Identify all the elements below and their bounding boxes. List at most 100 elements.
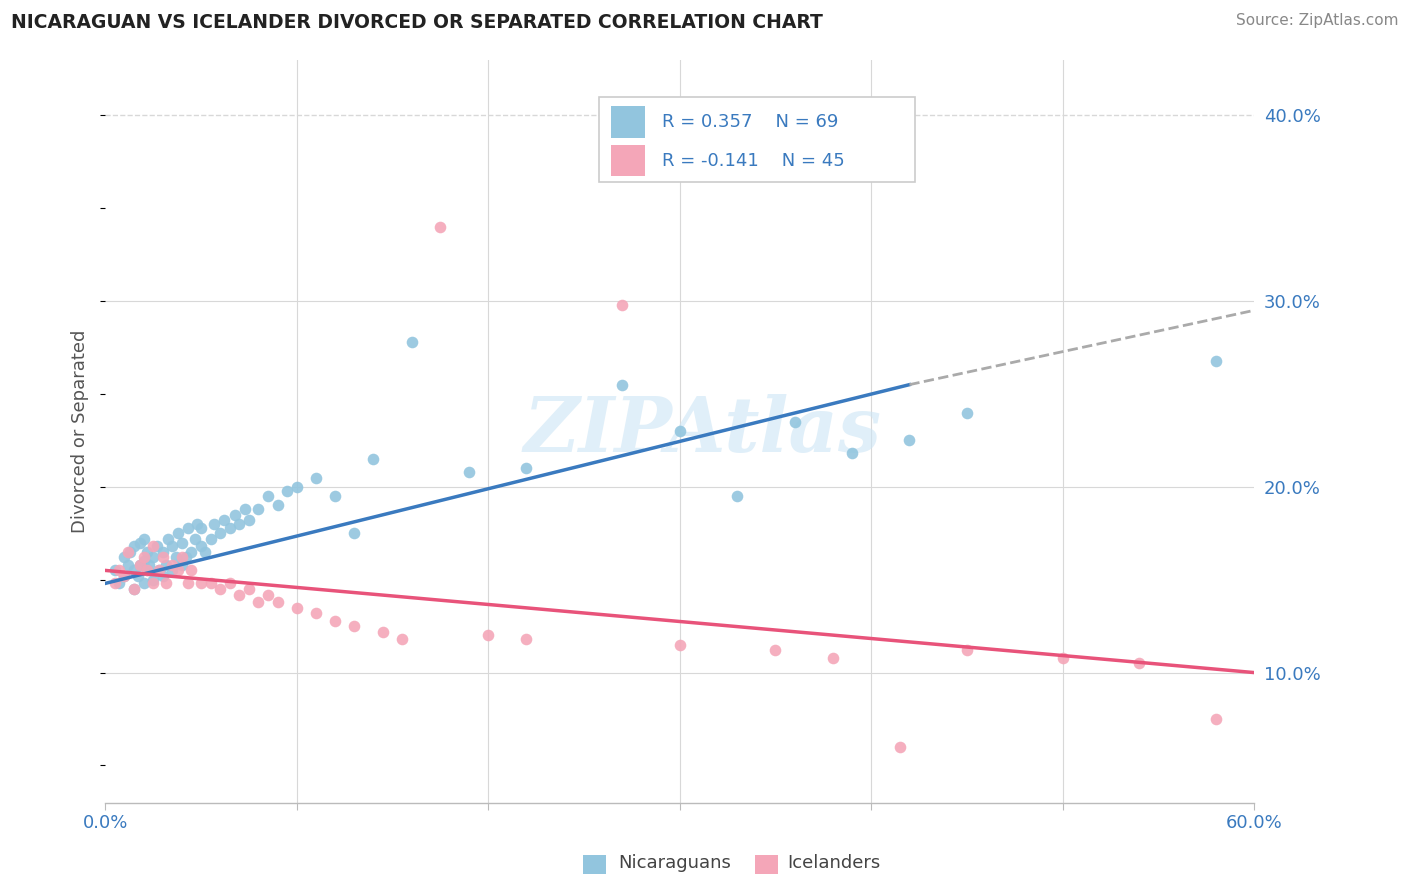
Point bbox=[429, 219, 451, 234]
Point bbox=[323, 614, 346, 628]
Point bbox=[1052, 650, 1074, 665]
Text: R = -0.141    N = 45: R = -0.141 N = 45 bbox=[662, 152, 845, 169]
Point bbox=[165, 550, 187, 565]
Point bbox=[128, 558, 150, 572]
Point bbox=[233, 502, 256, 516]
Point bbox=[174, 550, 197, 565]
Point bbox=[458, 465, 481, 479]
Point bbox=[477, 628, 499, 642]
Point bbox=[956, 643, 979, 657]
Point bbox=[132, 576, 155, 591]
Point bbox=[152, 545, 174, 559]
Point bbox=[515, 632, 537, 647]
Point bbox=[160, 539, 183, 553]
Point bbox=[128, 535, 150, 549]
Point bbox=[821, 650, 844, 665]
Point bbox=[200, 576, 222, 591]
Point bbox=[107, 576, 129, 591]
Point bbox=[107, 563, 129, 577]
Text: ZIPAtlas: ZIPAtlas bbox=[523, 394, 882, 468]
Point bbox=[180, 563, 202, 577]
Point bbox=[285, 600, 308, 615]
FancyBboxPatch shape bbox=[610, 106, 645, 137]
Point bbox=[305, 470, 328, 484]
Point bbox=[898, 434, 921, 448]
Point bbox=[612, 377, 634, 392]
Point bbox=[190, 521, 212, 535]
Point bbox=[117, 558, 139, 572]
Point bbox=[212, 513, 235, 527]
Point bbox=[209, 526, 232, 541]
Point bbox=[112, 550, 135, 565]
Point bbox=[160, 558, 183, 572]
Point bbox=[122, 582, 145, 596]
Point bbox=[142, 550, 165, 565]
Point bbox=[515, 461, 537, 475]
Point bbox=[228, 588, 250, 602]
Text: Nicaraguans: Nicaraguans bbox=[619, 855, 731, 872]
Point bbox=[138, 558, 160, 572]
Point bbox=[361, 452, 384, 467]
Point bbox=[170, 558, 193, 572]
Point bbox=[668, 424, 690, 438]
Point bbox=[202, 516, 225, 531]
Point bbox=[218, 521, 240, 535]
Text: Icelanders: Icelanders bbox=[787, 855, 880, 872]
Point bbox=[120, 545, 142, 559]
Point bbox=[152, 569, 174, 583]
Point bbox=[132, 532, 155, 546]
Point bbox=[112, 569, 135, 583]
Point bbox=[157, 532, 180, 546]
Point bbox=[323, 489, 346, 503]
Point bbox=[132, 550, 155, 565]
Point bbox=[266, 499, 288, 513]
Point bbox=[180, 545, 202, 559]
Point bbox=[956, 405, 979, 419]
Point bbox=[142, 539, 165, 553]
Point bbox=[371, 624, 394, 639]
Point bbox=[763, 643, 786, 657]
Point bbox=[128, 558, 150, 572]
Point bbox=[136, 563, 159, 577]
Point bbox=[200, 532, 222, 546]
Point bbox=[841, 446, 863, 460]
Point bbox=[247, 595, 270, 609]
Point bbox=[152, 550, 174, 565]
Point bbox=[305, 606, 328, 620]
Point bbox=[194, 545, 217, 559]
Point bbox=[247, 502, 270, 516]
Point bbox=[155, 576, 177, 591]
Point bbox=[257, 489, 280, 503]
Point bbox=[176, 521, 198, 535]
Point bbox=[184, 532, 207, 546]
Point bbox=[343, 526, 366, 541]
Text: R = 0.357    N = 69: R = 0.357 N = 69 bbox=[662, 113, 839, 131]
Point bbox=[285, 480, 308, 494]
Point bbox=[209, 582, 232, 596]
Point bbox=[190, 539, 212, 553]
Point bbox=[170, 535, 193, 549]
Point bbox=[668, 638, 690, 652]
Point bbox=[127, 569, 149, 583]
Point bbox=[167, 526, 190, 541]
Point bbox=[122, 539, 145, 553]
Point bbox=[104, 563, 127, 577]
FancyBboxPatch shape bbox=[599, 96, 915, 182]
Y-axis label: Divorced or Separated: Divorced or Separated bbox=[72, 329, 89, 533]
Point bbox=[1128, 657, 1150, 671]
Point bbox=[136, 545, 159, 559]
Point bbox=[725, 489, 748, 503]
Point bbox=[148, 563, 170, 577]
Point bbox=[238, 513, 260, 527]
Point bbox=[186, 516, 208, 531]
Point bbox=[117, 545, 139, 559]
Point bbox=[122, 563, 145, 577]
Point bbox=[391, 632, 413, 647]
FancyBboxPatch shape bbox=[610, 145, 645, 177]
Point bbox=[136, 563, 159, 577]
Point bbox=[142, 576, 165, 591]
Point bbox=[343, 619, 366, 633]
Point bbox=[160, 563, 183, 577]
Text: Source: ZipAtlas.com: Source: ZipAtlas.com bbox=[1236, 13, 1399, 29]
Point bbox=[176, 576, 198, 591]
